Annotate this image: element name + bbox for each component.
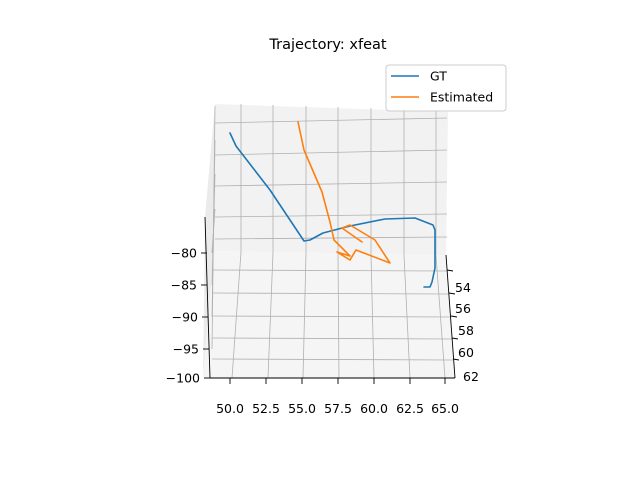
z-tick-label-3: −95 [173, 342, 199, 357]
z-tick-label-2: −90 [172, 310, 198, 325]
legend: GT Estimated [385, 64, 507, 112]
y-tick-mark-1 [448, 292, 456, 295]
chart-title: Trajectory: xfeat [268, 37, 387, 53]
y-tick-label-2: 58 [458, 323, 474, 338]
z-grid-back-4 [214, 236, 448, 240]
z-grid-back-1 [214, 181, 448, 187]
y-tick-label-4: 62 [463, 369, 479, 384]
x-grid-floor-3 [337, 253, 340, 379]
y-grid-floor-4 [211, 358, 454, 361]
left-pane [203, 104, 215, 378]
x-grid-floor-1 [267, 252, 274, 379]
axis-spines [204, 216, 456, 379]
y-tick-label-1: 56 [455, 301, 471, 316]
y-tick-label-3: 60 [458, 345, 474, 360]
series-lines [229, 121, 436, 288]
z-tick-label-1: −85 [171, 278, 197, 293]
y-grid-floor-1 [211, 292, 450, 295]
x-tick-label-2: 55.0 [288, 401, 316, 416]
z-grid-back-3 [214, 117, 448, 124]
gridlines [211, 104, 454, 379]
z-grid-left-3 [211, 105, 216, 350]
series-line-estimated [297, 121, 391, 264]
x-tick-label-0: 50.0 [216, 401, 244, 416]
x-tick-label-4: 60.0 [360, 401, 388, 416]
z-grid-back-2 [214, 149, 448, 156]
floor-pane [203, 251, 455, 378]
x-tick-label-1: 52.5 [252, 401, 280, 416]
series-line-gt [229, 132, 436, 288]
y-tick-mark-2 [450, 315, 458, 318]
y-grid-floor-2 [211, 315, 452, 318]
x-tick-label-3: 57.5 [324, 401, 352, 416]
x-grid-floor-4 [370, 254, 375, 379]
x-tick-label-5: 62.5 [396, 401, 424, 416]
y-tick-mark-3 [451, 337, 459, 340]
legend-label-gt: GT [430, 69, 447, 84]
y-axis-line [445, 254, 456, 379]
legend-label-estimated: Estimated [430, 90, 493, 105]
y-grid-floor-3 [211, 337, 453, 340]
y-tick-label-0: 54 [455, 280, 471, 295]
x-grid-floor-0 [231, 251, 242, 379]
ticks: 50.0 52.5 55.0 57.5 60.0 62.5 65.0 54 56 58 60 62 −8… [166, 246, 479, 417]
back-pane [214, 104, 448, 255]
z-axis-line [204, 216, 211, 379]
y-tick-mark-4 [452, 358, 460, 361]
z-tick-label-4: −100 [166, 371, 200, 386]
z-grid-back-0 [214, 213, 448, 218]
x-tick-label-6: 65.0 [431, 401, 459, 416]
y-tick-mark-0 [446, 269, 454, 272]
z-tick-label-0: −80 [171, 246, 197, 261]
y-grid-floor-0 [211, 269, 448, 272]
x-grid-floor-2 [302, 253, 307, 379]
